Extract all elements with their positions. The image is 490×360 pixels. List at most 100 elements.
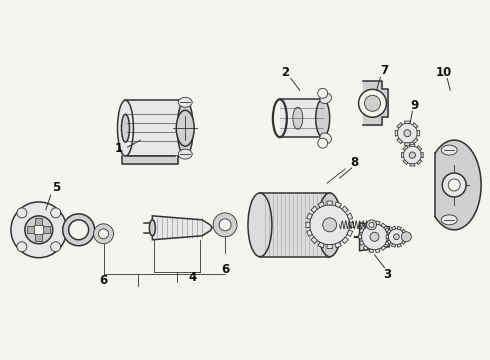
- Polygon shape: [307, 213, 312, 219]
- Polygon shape: [387, 229, 391, 233]
- Polygon shape: [152, 216, 212, 240]
- Circle shape: [369, 222, 374, 227]
- Circle shape: [389, 229, 404, 245]
- Polygon shape: [392, 226, 395, 230]
- Circle shape: [393, 234, 399, 239]
- Circle shape: [370, 232, 379, 241]
- Ellipse shape: [176, 110, 194, 146]
- Polygon shape: [307, 230, 312, 237]
- Polygon shape: [404, 235, 407, 239]
- Polygon shape: [363, 81, 389, 125]
- Polygon shape: [335, 242, 342, 248]
- Polygon shape: [421, 153, 423, 158]
- Polygon shape: [125, 100, 185, 156]
- Polygon shape: [417, 145, 422, 150]
- Polygon shape: [403, 160, 408, 165]
- Text: 4: 4: [188, 271, 196, 284]
- Circle shape: [213, 213, 237, 237]
- Polygon shape: [311, 237, 318, 244]
- Polygon shape: [342, 237, 348, 244]
- Bar: [43, 226, 50, 233]
- Text: 6: 6: [99, 274, 108, 287]
- Text: 5: 5: [51, 181, 60, 194]
- Circle shape: [442, 173, 466, 197]
- Ellipse shape: [320, 93, 331, 104]
- Polygon shape: [359, 235, 362, 239]
- Ellipse shape: [178, 97, 192, 107]
- Polygon shape: [369, 221, 373, 225]
- Polygon shape: [318, 202, 324, 207]
- Polygon shape: [381, 246, 386, 251]
- Text: 3: 3: [383, 268, 392, 281]
- Bar: [35, 234, 42, 241]
- Polygon shape: [280, 99, 323, 137]
- Circle shape: [401, 232, 412, 242]
- Polygon shape: [401, 153, 404, 158]
- Ellipse shape: [122, 114, 129, 142]
- Polygon shape: [385, 228, 390, 233]
- Bar: [27, 226, 34, 233]
- Circle shape: [94, 224, 114, 244]
- Polygon shape: [349, 222, 353, 228]
- Circle shape: [98, 229, 108, 239]
- Polygon shape: [417, 130, 419, 136]
- Polygon shape: [387, 235, 391, 239]
- Polygon shape: [404, 121, 410, 123]
- Polygon shape: [381, 223, 386, 228]
- Polygon shape: [318, 242, 324, 248]
- Polygon shape: [435, 140, 481, 230]
- Bar: [35, 219, 42, 225]
- Text: 2: 2: [281, 66, 289, 79]
- Circle shape: [367, 220, 376, 230]
- Polygon shape: [306, 222, 310, 228]
- Polygon shape: [386, 235, 389, 239]
- Polygon shape: [122, 156, 178, 164]
- Polygon shape: [404, 143, 410, 145]
- Circle shape: [409, 152, 416, 158]
- Circle shape: [219, 219, 231, 231]
- Ellipse shape: [149, 220, 155, 236]
- Polygon shape: [397, 244, 401, 247]
- Circle shape: [33, 224, 45, 236]
- Polygon shape: [410, 144, 415, 147]
- Polygon shape: [363, 246, 368, 251]
- Polygon shape: [327, 201, 333, 205]
- Circle shape: [51, 242, 61, 252]
- Circle shape: [25, 216, 53, 244]
- Circle shape: [448, 179, 460, 191]
- Ellipse shape: [293, 107, 303, 129]
- Circle shape: [403, 146, 421, 164]
- Polygon shape: [376, 249, 380, 253]
- Polygon shape: [335, 202, 342, 207]
- Ellipse shape: [441, 145, 457, 155]
- Polygon shape: [397, 122, 402, 128]
- Polygon shape: [417, 160, 422, 165]
- Polygon shape: [395, 130, 398, 136]
- Polygon shape: [387, 240, 391, 244]
- Text: 1: 1: [115, 141, 122, 155]
- Polygon shape: [402, 240, 406, 244]
- Polygon shape: [260, 193, 330, 257]
- Polygon shape: [413, 122, 418, 128]
- Polygon shape: [342, 206, 348, 212]
- Polygon shape: [403, 145, 408, 150]
- Circle shape: [318, 138, 328, 148]
- Polygon shape: [359, 228, 364, 233]
- Circle shape: [51, 208, 61, 218]
- Polygon shape: [327, 244, 333, 248]
- Polygon shape: [376, 221, 380, 225]
- Ellipse shape: [248, 193, 272, 257]
- Text: 7: 7: [380, 64, 389, 77]
- Ellipse shape: [118, 100, 133, 156]
- Polygon shape: [392, 244, 395, 247]
- Circle shape: [404, 130, 411, 137]
- Polygon shape: [369, 249, 373, 253]
- Polygon shape: [397, 138, 402, 144]
- Ellipse shape: [320, 133, 331, 143]
- Text: 10: 10: [436, 66, 452, 79]
- Polygon shape: [311, 206, 318, 212]
- Ellipse shape: [316, 99, 330, 137]
- Ellipse shape: [178, 149, 192, 159]
- Circle shape: [397, 123, 417, 143]
- Polygon shape: [347, 213, 353, 219]
